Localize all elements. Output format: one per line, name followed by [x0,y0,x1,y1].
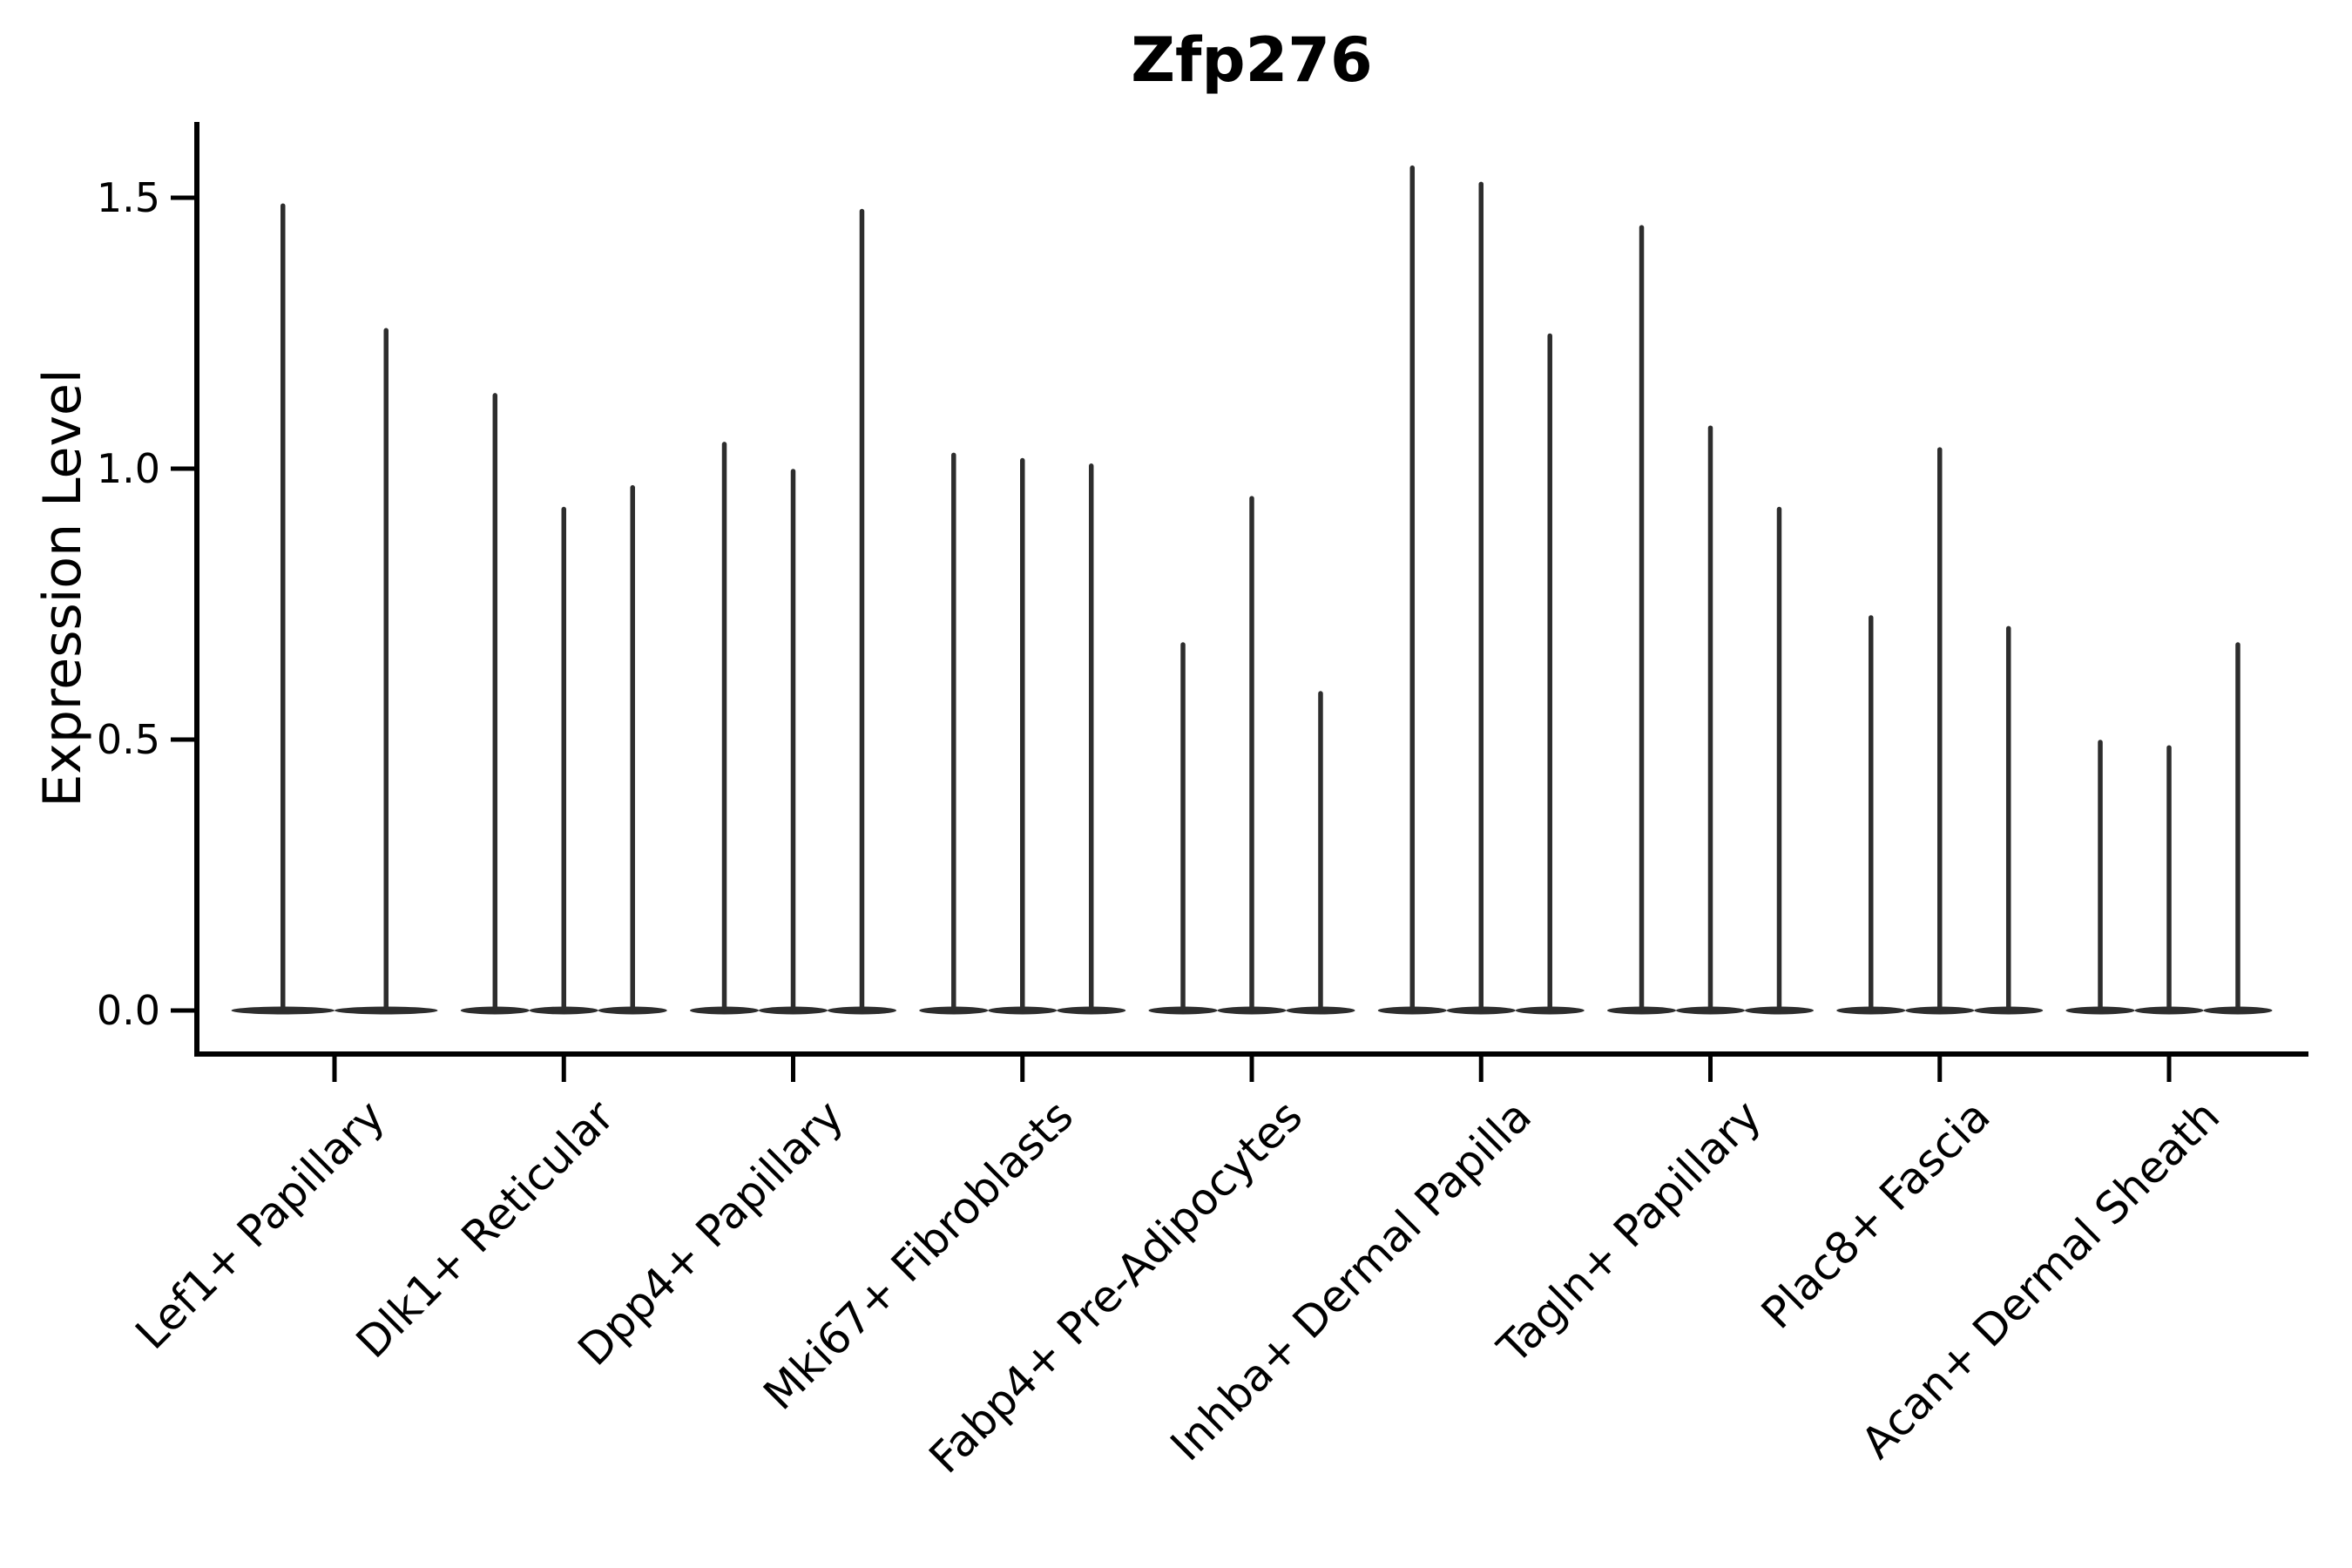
y-axis-tick-label: 0.0 [96,987,160,1034]
y-axis-label: Expression Level [32,368,93,808]
y-axis-tick-label: 1.0 [96,445,160,492]
y-axis-tick-label: 0.5 [96,716,160,763]
y-axis-tick-label: 1.5 [96,174,160,221]
chart-title: Zfp276 [1131,24,1373,96]
